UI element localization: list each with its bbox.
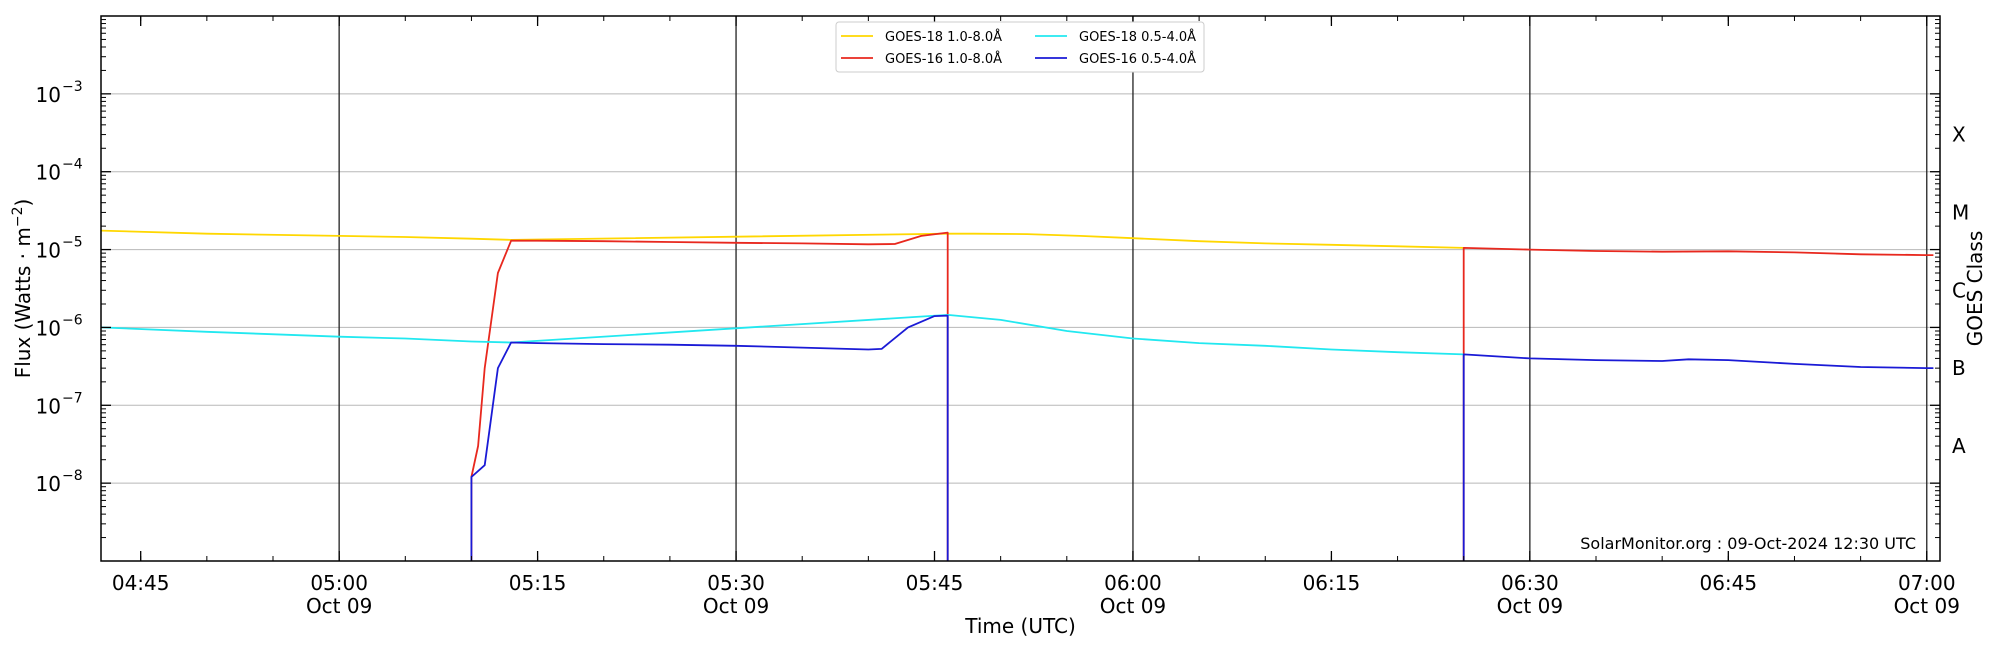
legend-label: GOES-16 1.0-8.0Å [885,51,1002,67]
x-tick-label: 05:30 [707,571,765,595]
x-tick-date-label: Oct 09 [1894,594,1960,618]
y-tick-label: 10 [36,239,61,263]
x-tick-label: 06:45 [1699,571,1757,595]
goes-class-axis-title: GOES Class [1963,231,1987,347]
x-tick-label: 06:15 [1303,571,1361,595]
y-tick-exponent: −4 [62,157,83,173]
y-tick-label: 10 [36,394,61,418]
y-tick-exponent: −5 [62,235,83,251]
y-tick-label: 10 [36,472,61,496]
y-axis-title: Flux (Watts · m−2) [10,199,35,379]
grid-layer [101,16,1940,561]
plot-frame [100,15,1941,562]
x-tick-label: 05:45 [906,571,964,595]
y-tick-label: 10 [36,316,61,340]
x-tick-date-label: Oct 09 [1100,594,1166,618]
y-tick-exponent: −8 [62,468,83,484]
credit-text: SolarMonitor.org : 09-Oct-2024 12:30 UTC [1580,534,1916,553]
goes-class-label: C [1952,278,1966,302]
tick-layer [101,16,1940,561]
legend-label: GOES-16 0.5-4.0Å [1079,51,1196,67]
series-line [100,229,1464,249]
x-tick-date-label: Oct 09 [703,594,769,618]
x-tick-date-label: Oct 09 [306,594,372,618]
y-tick-exponent: −6 [62,312,83,328]
y-tick-exponent: −7 [62,390,83,406]
goes-class-label: M [1952,200,1969,224]
goes-class-label: A [1952,434,1966,458]
x-tick-date-label: Oct 09 [1497,594,1563,618]
legend: GOES-18 1.0-8.0Å GOES-18 0.5-4.0Å GOES-16 … [835,21,1205,73]
legend-box [835,21,1205,73]
x-tick-label: 05:15 [509,571,567,595]
x-tick-label: 04:45 [112,571,170,595]
x-axis-title: Time (UTC) [964,614,1076,638]
series-line [100,314,1464,356]
series-line [470,231,1934,561]
x-tick-label: 05:00 [310,571,368,595]
goes-class-label: B [1952,356,1966,380]
legend-label: GOES-18 1.0-8.0Å [885,29,1002,45]
goes-class-label: X [1952,123,1966,147]
series-line [470,314,1934,561]
y-tick-label: 10 [36,83,61,107]
series-layer [100,229,1934,561]
y-tick-label: 10 [36,161,61,185]
x-tick-label: 06:00 [1104,571,1162,595]
y-tick-exponent: −3 [62,79,83,95]
x-tick-label: 07:00 [1898,571,1956,595]
x-tick-label: 06:30 [1501,571,1559,595]
legend-label: GOES-18 0.5-4.0Å [1079,29,1196,45]
